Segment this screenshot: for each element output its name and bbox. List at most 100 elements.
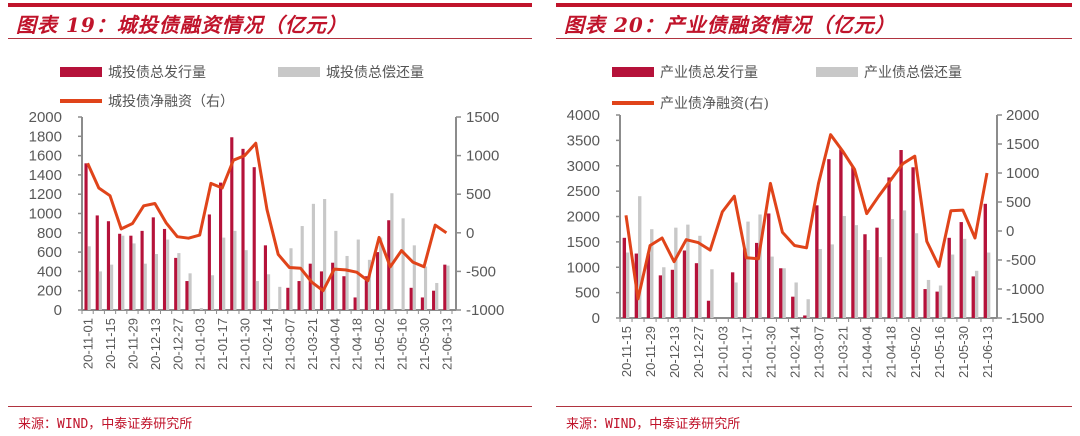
bar-issue <box>409 287 413 310</box>
legend-net: 城投债净融资（右） <box>60 91 234 111</box>
legend-net: 产业债净融资(右) <box>612 93 769 113</box>
source-note: 来源：WIND，中泰证券研究所 <box>18 417 193 432</box>
x-tick-label: 20-12-27 <box>691 326 706 378</box>
bar-repay <box>854 225 858 318</box>
y-tick-label: 3000 <box>567 158 600 175</box>
bar-repay <box>345 255 349 310</box>
bar-issue <box>84 163 88 310</box>
bar-issue <box>863 234 867 318</box>
bar-repay <box>87 246 91 310</box>
x-tick-label: 21-02-14 <box>260 318 275 370</box>
bar-repay <box>710 269 714 318</box>
legend-issue: 产业债总发行量 <box>612 62 758 82</box>
y-tick-label: 2000 <box>29 109 62 126</box>
x-tick-label: 21-02-14 <box>787 326 802 378</box>
title-rule <box>556 38 1072 39</box>
legend-swatch-issue <box>60 67 102 77</box>
x-tick-label: 20-11-29 <box>643 326 658 377</box>
bar-issue <box>815 205 819 318</box>
bar-repay <box>902 210 907 318</box>
bar-repay <box>435 282 439 310</box>
bar-repay <box>222 237 226 310</box>
y-tick-label: 1800 <box>29 128 62 145</box>
bar-issue <box>803 315 807 318</box>
bar-repay <box>638 196 642 318</box>
x-tick-label: 20-12-27 <box>170 318 185 370</box>
bar-repay <box>323 199 327 310</box>
bar-issue <box>791 296 795 318</box>
footer-rule <box>556 406 1072 407</box>
x-tick-label: 21-03-07 <box>282 318 297 370</box>
x-tick-label: 21-01-03 <box>193 318 208 370</box>
bar-repay <box>390 193 394 310</box>
legend-label: 产业债净融资(右) <box>660 96 769 112</box>
bar-repay <box>782 268 786 318</box>
bar-repay <box>950 254 955 318</box>
y-tick-label: 1000 <box>567 259 600 276</box>
y2-tick-label: -500 <box>466 263 496 280</box>
x-tick-label: 21-05-30 <box>417 318 432 370</box>
bar-repay <box>255 281 259 310</box>
bar-repay <box>166 239 170 310</box>
bar-issue <box>207 214 211 310</box>
x-tick-label: 21-01-03 <box>715 326 730 378</box>
top-rule <box>556 3 1072 7</box>
x-tick-label: 21-05-30 <box>956 326 971 378</box>
bar-repay <box>154 254 159 310</box>
bar-repay <box>842 215 846 318</box>
bar-issue <box>899 150 903 318</box>
bar-repay <box>412 245 416 310</box>
bar-issue <box>851 166 855 318</box>
y-tick-label: 2000 <box>567 209 600 226</box>
y2-tick-label: 0 <box>466 225 474 242</box>
bar-repay <box>818 248 822 318</box>
x-tick-label: 21-01-17 <box>739 326 754 378</box>
legend-issue: 城投债总发行量 <box>60 62 206 82</box>
y2-tick-label: 500 <box>1006 194 1031 211</box>
x-tick-label: 21-04-04 <box>860 326 875 378</box>
bar-issue <box>755 242 759 318</box>
bar-issue <box>95 215 99 310</box>
bar-repay <box>830 244 834 318</box>
bar-repay <box>98 271 102 310</box>
bar-repay <box>794 282 798 318</box>
x-tick-label: 20-12-13 <box>148 318 163 370</box>
bar-repay <box>121 235 125 310</box>
bar-repay <box>132 243 136 310</box>
bar-issue <box>658 275 663 318</box>
bar-issue <box>286 287 290 310</box>
bar-repay <box>423 266 428 310</box>
x-tick-label: 21-01-30 <box>238 318 253 370</box>
bar-issue <box>622 237 627 318</box>
chart-title: 图表 20：产业债融资情况（亿元） <box>564 13 896 37</box>
top-rule <box>8 3 532 7</box>
bar-repay <box>267 274 271 310</box>
bar-repay <box>698 235 702 318</box>
y-tick-label: 0 <box>592 310 600 327</box>
bar-repay <box>289 248 293 310</box>
y-tick-label: 1400 <box>29 167 62 184</box>
legend-label: 产业债总发行量 <box>660 65 758 81</box>
bar-repay <box>626 252 630 318</box>
bar-issue <box>252 167 256 310</box>
y-tick-label: 400 <box>37 263 62 280</box>
bar-issue <box>140 230 144 310</box>
bar-issue <box>364 276 368 310</box>
bar-issue <box>646 253 651 318</box>
y2-tick-label: 2000 <box>1006 107 1039 124</box>
bar-repay <box>233 230 237 310</box>
legend-label: 产业债总偿还量 <box>864 65 962 81</box>
bar-repay <box>770 256 774 318</box>
y2-tick-label: 1000 <box>466 148 499 165</box>
legend-swatch-net <box>612 101 654 105</box>
x-tick-label: 21-04-18 <box>350 318 365 370</box>
bar-repay <box>244 250 248 310</box>
legend-label: 城投债总偿还量 <box>326 65 424 81</box>
bar-repay <box>188 273 192 310</box>
bar-repay <box>734 282 738 318</box>
source-note: 来源：WIND，中泰证券研究所 <box>566 417 741 432</box>
bar-issue <box>230 137 234 310</box>
legend-swatch-repay <box>816 67 858 77</box>
bar-issue <box>935 291 939 318</box>
bar-issue <box>779 268 783 318</box>
